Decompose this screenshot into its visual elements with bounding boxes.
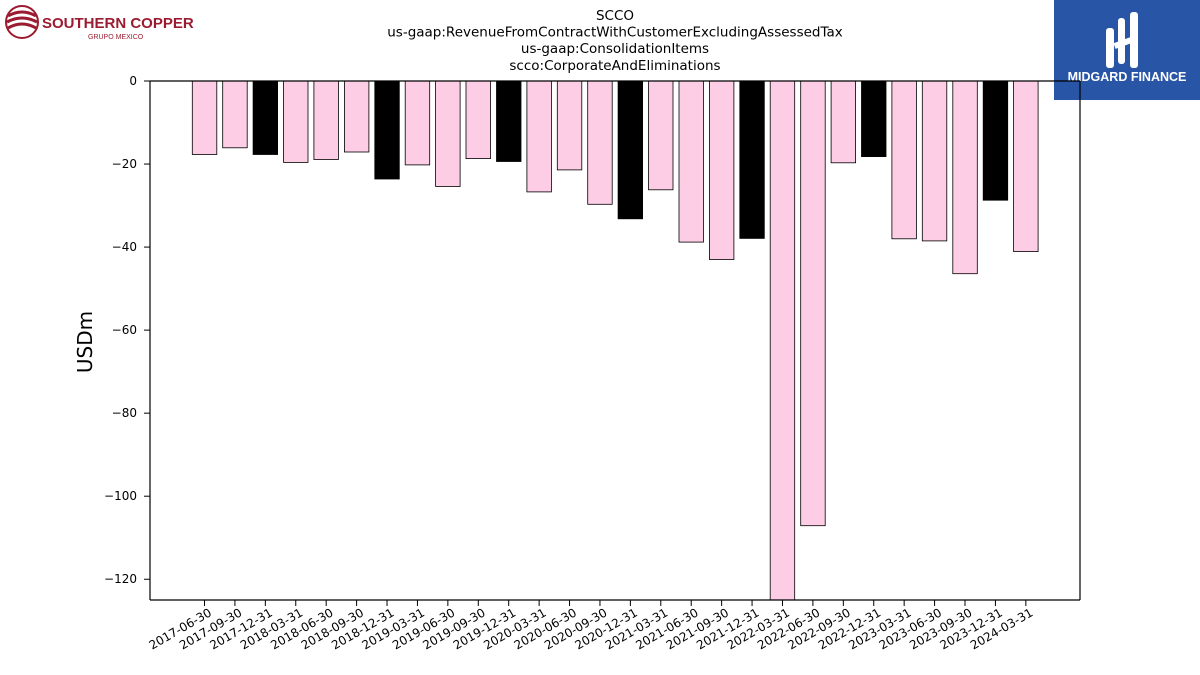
southern-copper-emblem-icon [5,5,39,39]
bar [678,80,704,243]
bar [343,80,370,153]
bar [313,80,339,160]
x-axis-ticks: 2017-06-302017-09-302017-12-312018-03-31… [147,600,1035,652]
y-axis-ticks: 0 −20 −40 −60 −80 −100 −120 [104,74,150,586]
y-tick-label: −40 [112,240,137,254]
midgard-finance-logo: MIDGARD FINANCE [1054,0,1200,100]
axes [149,80,1081,601]
bar [435,80,461,187]
y-tick-label: −120 [104,572,137,586]
bar [709,80,735,260]
bar [222,80,248,149]
bar [556,80,583,171]
bar [739,80,765,239]
bar [952,80,978,275]
bar [283,80,309,163]
midgard-emblem-icon [1106,12,1138,68]
chart-title: SCCOus-gaap:RevenueFromContractWithCusto… [387,8,843,74]
bar [191,80,218,155]
y-axis-label: USDm [73,311,97,373]
chart-title-line: scco:CorporateAndEliminations [509,58,720,74]
bar [800,80,826,527]
bar [496,80,522,162]
bar [465,80,491,159]
bar [526,80,552,193]
bar-series [191,80,1039,601]
y-tick-label: −20 [112,157,137,171]
y-tick-label: −80 [112,406,137,420]
southern-copper-logo-text: SOUTHERN COPPER [42,15,194,32]
bar [617,80,643,220]
southern-copper-logo-subtext: GRUPO MEXICO [88,34,144,41]
bar [861,80,887,157]
bar [648,80,674,191]
chart-title-line: us-gaap:RevenueFromContractWithCustomerE… [387,25,843,41]
y-tick-label: −60 [112,323,137,337]
bar [1013,80,1039,253]
y-tick-label: 0 [129,74,137,88]
y-tick-label: −100 [104,489,137,503]
bar [404,80,431,166]
bar [982,80,1009,201]
bar [891,80,917,240]
bar [374,80,400,180]
southern-copper-logo: SOUTHERN COPPER GRUPO MEXICO [4,4,194,44]
bar [769,80,796,601]
bar [587,80,613,205]
midgard-finance-logo-text: MIDGARD FINANCE [1068,70,1187,84]
chart-title-line: SCCO [596,8,634,24]
bar [252,80,279,155]
bar [921,80,948,242]
bar [830,80,856,164]
chart-title-line: us-gaap:ConsolidationItems [521,41,709,57]
